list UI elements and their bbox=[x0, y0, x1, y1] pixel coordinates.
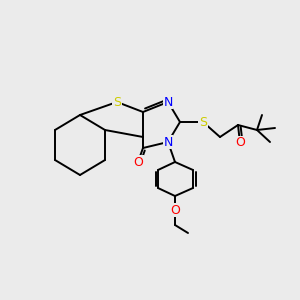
Text: O: O bbox=[133, 155, 143, 169]
Text: O: O bbox=[235, 136, 245, 149]
Text: S: S bbox=[113, 95, 121, 109]
Text: N: N bbox=[163, 95, 173, 109]
Text: S: S bbox=[199, 116, 207, 128]
Text: O: O bbox=[170, 203, 180, 217]
Text: N: N bbox=[163, 136, 173, 148]
